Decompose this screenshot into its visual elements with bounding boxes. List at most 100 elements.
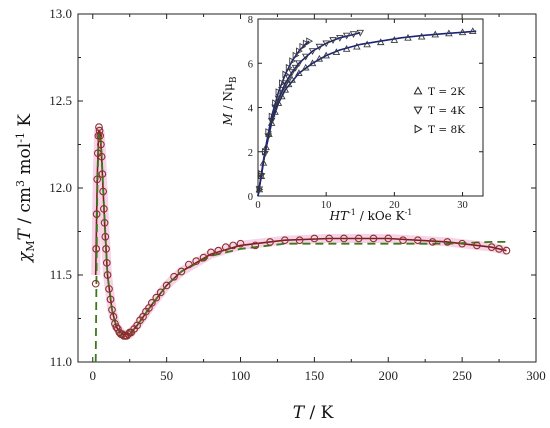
inset-data-point [431,30,440,38]
data-point [170,272,178,281]
data-point [184,260,193,269]
inset-data-point [469,27,477,35]
inset-data-point [322,40,330,48]
x-tick-label: 50 [160,368,173,383]
inset-data-point [308,59,317,67]
inset-data-point [271,107,279,115]
inset-data-point [261,147,269,156]
legend-marker [414,124,423,134]
y-tick-label: 12.5 [49,93,72,108]
inset-x-tick-label: 30 [457,200,468,211]
inset-data-point [284,80,293,88]
data-point [156,288,165,297]
inset-data-point [349,31,358,38]
inset-data-point [282,70,290,79]
inset-data-point [258,170,266,178]
data-point [369,234,378,243]
dashed-fit-line [94,131,507,363]
data-point [92,245,101,253]
inset-data-point [404,33,412,41]
x-axis-title: T / K [293,403,334,423]
inset-data-point [289,57,297,65]
x-tick-label: 100 [231,368,251,383]
inset-data-point [342,44,351,52]
data-point [340,234,348,243]
inset-y-tick-label: 6 [248,59,253,70]
inset-data-point [336,34,344,42]
x-tick-label: 300 [526,368,546,383]
legend-entry: T = 8K [428,124,465,136]
y-tick-label: 11.5 [50,267,72,282]
data-point [229,241,237,250]
data-point [399,236,407,245]
x-tick-label: 0 [90,368,97,383]
data-point [98,170,107,178]
inset-y-tick-label: 2 [248,148,253,159]
inset-data-point [274,95,283,103]
inset-data-point [302,39,310,48]
inset-data-point [259,158,268,166]
inset-data-point [279,79,286,87]
data-point [91,279,100,288]
data-point [354,234,363,243]
inset-data-point [376,38,385,46]
data-point [97,140,105,149]
inset-data-point [445,29,453,37]
inset-data-point [342,32,351,40]
inset-x-axis-title: HT-1 / kOe K-1 [329,208,413,223]
data-point [177,267,186,276]
inset-data-point [301,63,310,71]
data-point [148,298,156,307]
data-point [443,238,452,246]
y-tick-label: 12.0 [49,180,72,195]
legend-entry: T = 4K [428,105,465,117]
inset-data-point [268,112,276,121]
data-point [100,218,109,227]
inset-data-point [299,42,307,51]
data-point [102,258,111,267]
inset-data-point [417,32,426,40]
data-point [109,312,118,321]
data-point [92,210,101,218]
inset-x-tick-label: 10 [321,200,332,211]
inset-y-tick-label: 8 [248,15,253,26]
data-point [97,152,106,161]
legend-marker [413,106,423,115]
x-tick-label: 200 [379,368,399,383]
y-axis-title: χMT / cm3 mol-1 K [14,114,37,263]
legend-entry: T = 2K [428,86,465,98]
y-tick-label: 11.0 [50,354,72,369]
inset-x-tick-label: 0 [255,200,260,211]
inset-data-point [363,40,371,48]
inset-y-axis-title: M / NμB [221,76,239,126]
inset-data-point [291,64,300,72]
data-point [192,257,201,265]
inset-data-point [256,185,264,194]
data-point [106,295,115,304]
data-point [101,232,110,241]
inset-data-point [356,29,365,37]
data-point [251,241,260,250]
data-point [325,234,334,243]
y-tick-label: 13.0 [49,6,72,21]
inset-data-point [295,69,303,77]
inset-data-point [315,54,324,62]
inset-y-tick-label: 4 [248,104,254,115]
x-tick-label: 150 [305,368,325,383]
data-point [473,241,481,250]
inset-x-tick-label: 20 [389,200,400,211]
x-tick-label: 250 [452,368,472,383]
inset-fit-line [257,30,477,197]
data-point [162,281,171,290]
inset-data-point [296,47,303,55]
data-point [100,205,108,213]
inset-plot: 0 10 20 30 0 2 4 6 8 T = 2K T = 4K T = 8K [248,15,484,211]
data-point [487,243,496,252]
inset-data-point [292,51,300,60]
data-point [102,245,110,253]
data-point [199,253,208,262]
data-point [214,246,223,255]
data-point [428,238,437,246]
data-point [236,239,245,248]
